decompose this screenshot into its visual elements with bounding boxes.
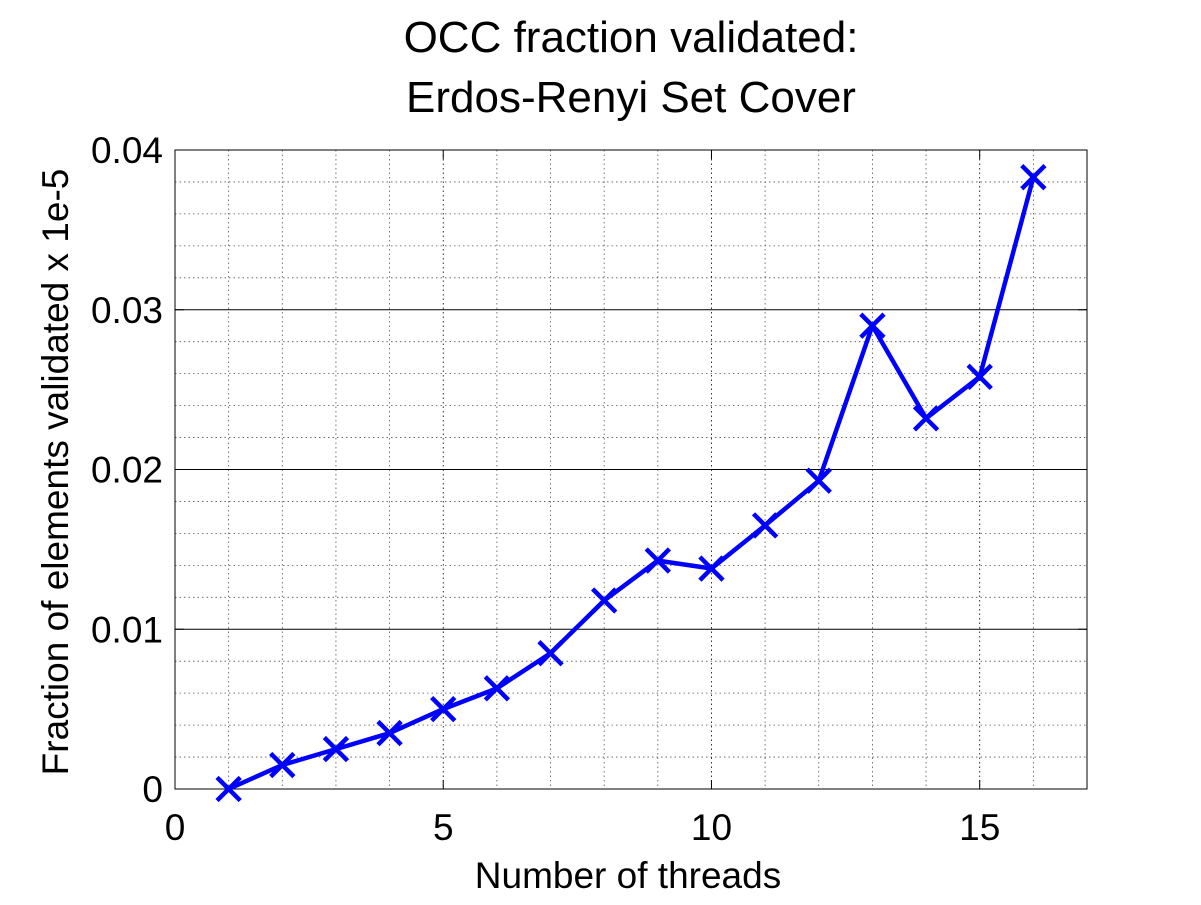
data-point-marker	[322, 735, 350, 763]
x-tick-label: 15	[959, 807, 1000, 848]
data-point-marker	[269, 751, 296, 779]
axis-ticks: 0 5 10 15 0 0.01 0.02 0.03 0.04	[91, 130, 1087, 848]
y-tick-label: 0	[142, 769, 163, 810]
y-tick-label: 0.02	[91, 450, 163, 491]
data-point-marker	[698, 555, 725, 582]
y-tick-label: 0.01	[91, 609, 163, 650]
data-point-marker	[912, 405, 940, 432]
data-point-marker	[751, 512, 779, 539]
x-tick-label: 10	[691, 807, 732, 848]
data-point-marker	[215, 775, 242, 803]
data-point-marker	[590, 587, 618, 614]
grid	[175, 150, 1087, 789]
x-tick-label: 0	[165, 807, 186, 848]
y-tick-label: 0.04	[91, 130, 163, 171]
data-point-marker	[483, 675, 511, 702]
x-tick-label: 5	[433, 807, 454, 848]
data-point-marker	[430, 695, 457, 723]
series-line	[226, 174, 1036, 792]
x-axis-label: Number of threads	[475, 855, 781, 896]
data-point-marker	[376, 719, 403, 747]
chart-title-line-2: Erdos-Renyi Set Cover	[406, 73, 856, 122]
data-point-marker	[966, 363, 993, 391]
series	[215, 163, 1047, 803]
data-point-marker	[644, 547, 672, 574]
data-point-marker	[1020, 163, 1047, 191]
chart-title-line-1: OCC fraction validated:	[404, 13, 859, 62]
data-point-marker	[537, 640, 564, 667]
data-point-marker	[805, 467, 832, 494]
data-point-marker	[859, 312, 886, 339]
y-tick-label: 0.03	[91, 290, 163, 331]
y-axis-label: Fraction of elements validated x 1e-5	[35, 169, 76, 776]
